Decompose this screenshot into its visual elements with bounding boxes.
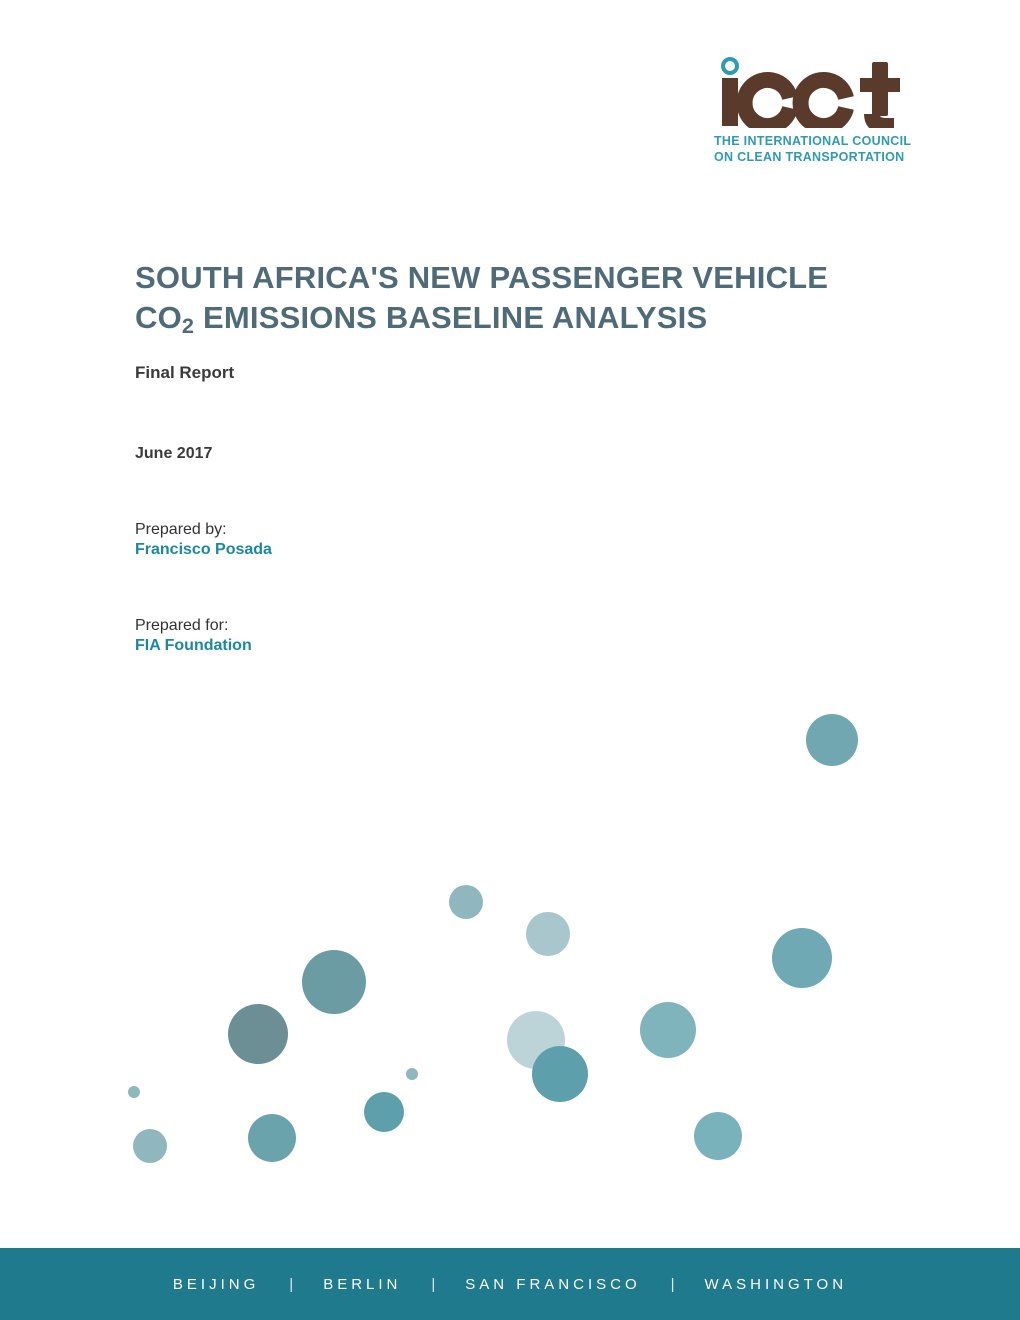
prepared-by-label: Prepared by: [135,521,895,539]
bubble-icon [640,1002,696,1058]
prepared-for-label: Prepared for: [135,617,895,635]
bubble-icon [364,1092,404,1132]
footer-separator: | [671,1276,675,1293]
icct-logo-icon [714,56,924,128]
bubble-icon [406,1068,418,1080]
bubble-icon [133,1129,167,1163]
bubble-icon [806,714,858,766]
report-title: SOUTH AFRICA'S NEW PASSENGER VEHICLE CO2… [135,258,895,339]
bubble-icon [507,1011,565,1069]
bubble-icon [772,928,832,988]
report-subtitle: Final Report [135,363,895,383]
footer-city: BERLIN [323,1276,401,1293]
footer-city: SAN FRANCISCO [465,1276,640,1293]
footer-bar: BEIJING | BERLIN | SAN FRANCISCO | WASHINGTON [0,1248,1020,1320]
bubble-icon [532,1046,588,1102]
report-cover: THE INTERNATIONAL COUNCIL ON CLEAN TRANS… [0,0,1020,1320]
footer-city: WASHINGTON [705,1276,848,1293]
cover-content: SOUTH AFRICA'S NEW PASSENGER VEHICLE CO2… [135,258,895,655]
bubble-icon [228,1004,288,1064]
logo-tagline: THE INTERNATIONAL COUNCIL ON CLEAN TRANS… [714,134,924,165]
footer-separator: | [431,1276,435,1293]
bubble-icon [449,885,483,919]
footer-city: BEIJING [173,1276,259,1293]
bubble-icon [248,1114,296,1162]
bubble-icon [302,950,366,1014]
logo: THE INTERNATIONAL COUNCIL ON CLEAN TRANS… [714,56,924,165]
bubble-icon [128,1086,140,1098]
title-line-2-pre: CO [135,300,182,335]
bubble-icon [694,1112,742,1160]
logo-tagline-line1: THE INTERNATIONAL COUNCIL [714,134,924,150]
decorative-bubbles [0,0,1020,1320]
prepared-for-value: FIA Foundation [135,637,895,655]
report-date: June 2017 [135,445,895,463]
prepared-by-block: Prepared by: Francisco Posada [135,521,895,559]
title-line-1: SOUTH AFRICA'S NEW PASSENGER VEHICLE [135,260,828,295]
prepared-for-block: Prepared for: FIA Foundation [135,617,895,655]
title-subscript: 2 [182,313,194,338]
logo-tagline-line2: ON CLEAN TRANSPORTATION [714,150,924,166]
footer-separator: | [289,1276,293,1293]
title-line-2-post: EMISSIONS BASELINE ANALYSIS [194,300,707,335]
prepared-by-value: Francisco Posada [135,541,895,559]
bubble-icon [526,912,570,956]
